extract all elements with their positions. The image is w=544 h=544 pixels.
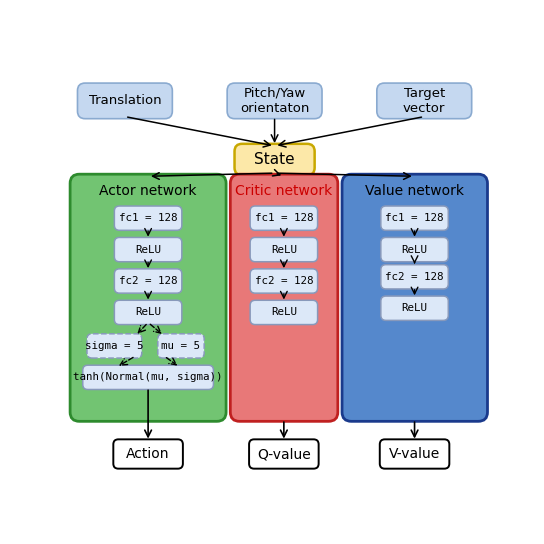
Text: ReLU: ReLU [401,303,428,313]
Text: V-value: V-value [389,447,440,461]
Text: Translation: Translation [89,95,161,107]
Text: Actor network: Actor network [100,184,197,198]
Text: State: State [254,152,295,167]
FancyBboxPatch shape [87,334,142,358]
FancyBboxPatch shape [114,206,182,230]
Text: Target
vector: Target vector [403,87,446,115]
Text: ReLU: ReLU [135,307,161,317]
FancyBboxPatch shape [158,334,204,358]
FancyBboxPatch shape [70,174,226,421]
FancyBboxPatch shape [83,365,213,390]
FancyBboxPatch shape [114,269,182,293]
FancyBboxPatch shape [381,296,448,320]
FancyBboxPatch shape [250,269,318,293]
FancyBboxPatch shape [114,237,182,262]
Text: Pitch/Yaw
orientaton: Pitch/Yaw orientaton [240,87,310,115]
FancyBboxPatch shape [381,206,448,230]
FancyBboxPatch shape [250,300,318,325]
FancyBboxPatch shape [227,83,322,119]
Text: tanh(Normal(mu, sigma)): tanh(Normal(mu, sigma)) [73,372,223,382]
FancyBboxPatch shape [342,174,487,421]
FancyBboxPatch shape [381,265,448,289]
FancyBboxPatch shape [234,144,314,175]
Text: ReLU: ReLU [401,245,428,255]
Text: Action: Action [126,447,170,461]
Text: Critic network: Critic network [236,184,333,198]
FancyBboxPatch shape [77,83,172,119]
FancyBboxPatch shape [250,206,318,230]
FancyBboxPatch shape [377,83,472,119]
Text: fc2 = 128: fc2 = 128 [119,276,177,286]
Text: ReLU: ReLU [271,245,297,255]
FancyBboxPatch shape [230,174,338,421]
Text: Q-value: Q-value [257,447,311,461]
Text: fc1 = 128: fc1 = 128 [255,213,313,223]
FancyBboxPatch shape [381,237,448,262]
Text: ReLU: ReLU [271,307,297,317]
FancyBboxPatch shape [250,237,318,262]
Text: Value network: Value network [365,184,464,198]
FancyBboxPatch shape [380,440,449,469]
Text: sigma = 5: sigma = 5 [85,341,144,351]
FancyBboxPatch shape [113,440,183,469]
Text: ReLU: ReLU [135,245,161,255]
Text: fc2 = 128: fc2 = 128 [255,276,313,286]
Text: fc1 = 128: fc1 = 128 [385,213,444,223]
Text: fc1 = 128: fc1 = 128 [119,213,177,223]
Text: mu = 5: mu = 5 [162,341,201,351]
Text: fc2 = 128: fc2 = 128 [385,272,444,282]
FancyBboxPatch shape [114,300,182,325]
FancyBboxPatch shape [249,440,319,469]
